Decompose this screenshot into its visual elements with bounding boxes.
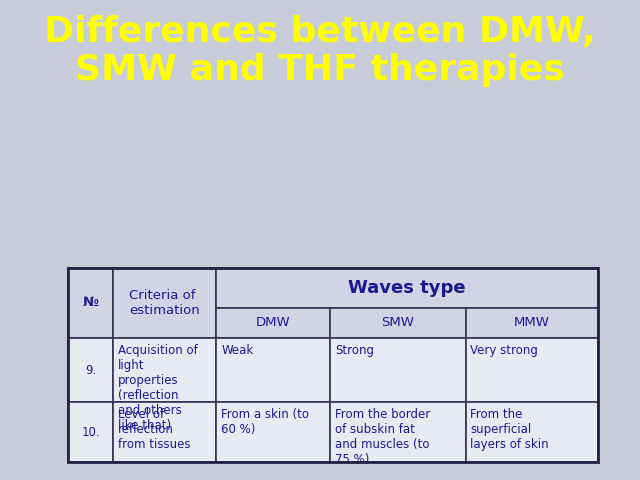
Bar [216, 308, 330, 338]
Text: Level of
reflection
from tissues: Level of reflection from tissues [118, 408, 191, 452]
Text: From the border
of subskin fat
and muscles (to
75 %): From the border of subskin fat and muscl… [335, 408, 431, 467]
Text: From the
superficial
layers of skin: From the superficial layers of skin [470, 408, 549, 452]
Bar [216, 402, 330, 462]
Text: DMW: DMW [256, 316, 291, 329]
Text: 10.: 10. [81, 426, 100, 439]
Bar [330, 338, 465, 402]
Bar [465, 308, 598, 338]
Text: Strong: Strong [335, 344, 374, 357]
Bar [330, 308, 465, 338]
Text: Acquisition of
light
properties
(reflection
and others
like that): Acquisition of light properties (reflect… [118, 344, 198, 432]
Text: Waves type: Waves type [348, 279, 466, 297]
Text: №: № [83, 297, 99, 310]
Text: 9.: 9. [85, 364, 96, 377]
Text: SMW: SMW [381, 316, 414, 329]
Bar [113, 268, 216, 338]
Bar [68, 268, 598, 462]
Bar [216, 338, 330, 402]
Text: MMW: MMW [514, 316, 550, 329]
Text: Criteria of
estimation: Criteria of estimation [129, 289, 200, 317]
Text: Weak: Weak [221, 344, 253, 357]
Bar [113, 402, 216, 462]
Bar [465, 402, 598, 462]
Bar [68, 268, 113, 338]
Bar [330, 402, 465, 462]
Bar [465, 338, 598, 402]
Bar [68, 338, 113, 402]
Bar [216, 268, 598, 308]
Bar [68, 402, 113, 462]
Text: Differences between DMW,
SMW and THF therapies: Differences between DMW, SMW and THF the… [44, 15, 596, 87]
Text: Very strong: Very strong [470, 344, 538, 357]
Text: From a skin (to
60 %): From a skin (to 60 %) [221, 408, 309, 436]
Bar [113, 338, 216, 402]
